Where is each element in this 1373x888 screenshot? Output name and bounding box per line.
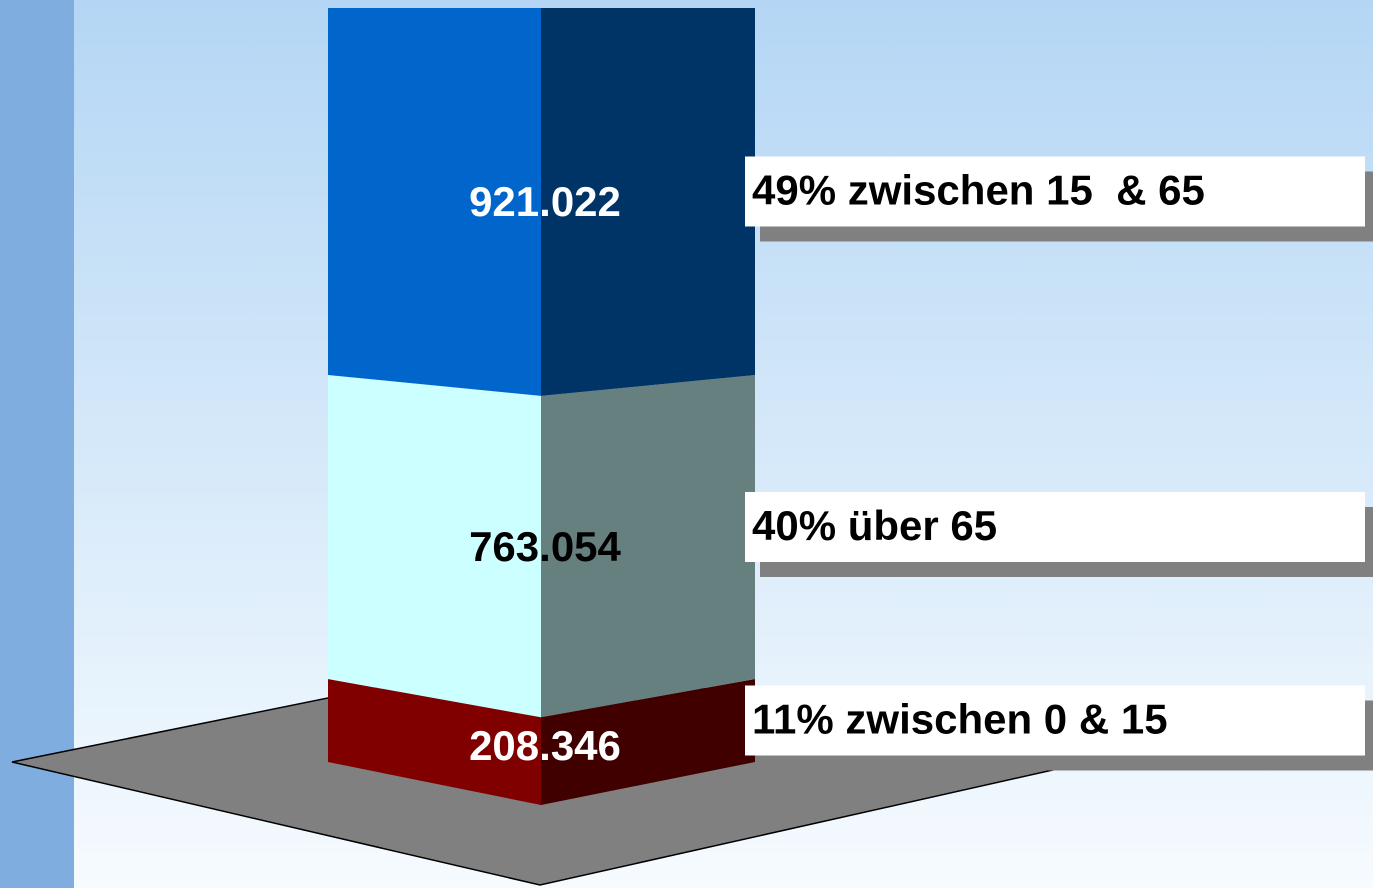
legend-label: 40% über 65 [752, 502, 997, 549]
legend-label: 49% zwischen 15 & 65 [752, 167, 1205, 214]
value-label: 921.022 [469, 178, 621, 225]
bar-front [328, 678, 541, 805]
value-label: 763.054 [469, 523, 621, 570]
label-box [745, 156, 1365, 227]
label-box [745, 491, 1365, 562]
value-label: 208.346 [469, 722, 621, 769]
legend-label: 11% zwischen 0 & 15 [752, 696, 1168, 743]
bar-front [328, 374, 541, 718]
bar-side [541, 678, 755, 805]
side-strip [0, 0, 74, 888]
bar-side [541, 8, 755, 396]
bar-front [328, 8, 541, 396]
bar-side [541, 374, 755, 718]
label-box [745, 685, 1365, 756]
